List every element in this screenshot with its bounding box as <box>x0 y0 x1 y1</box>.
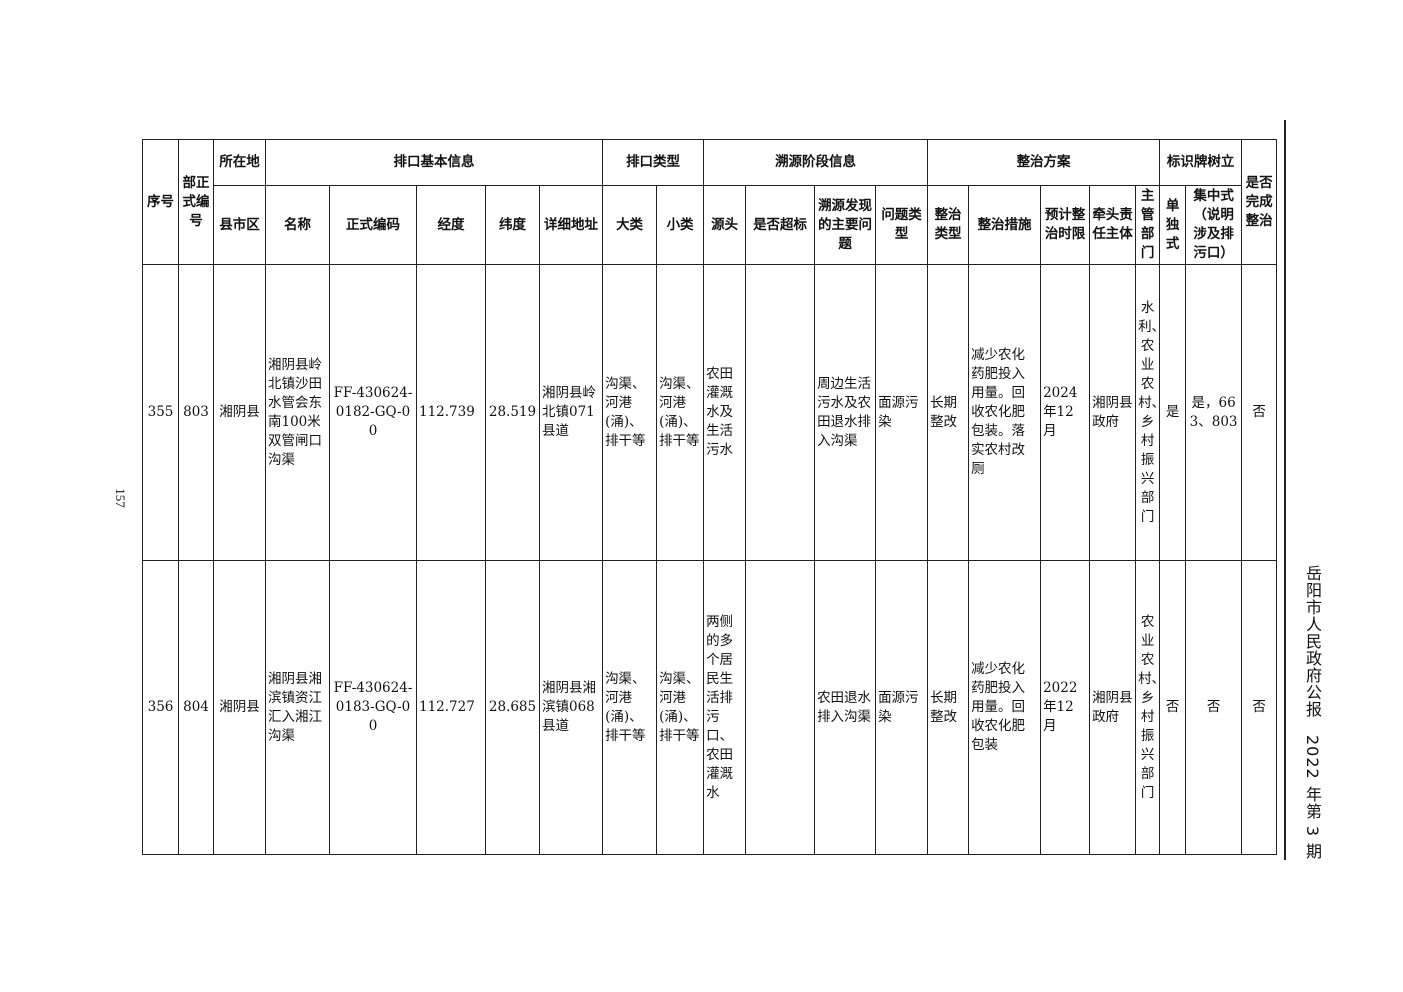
column-group-header: 标识牌树立 <box>1159 139 1243 186</box>
table-cell: 否 <box>1159 560 1187 855</box>
table-cell: FF-430624-0183-GQ-00 <box>329 560 417 855</box>
table-cell: 湘阴县 <box>213 264 266 561</box>
column-group-header: 是否完成整治 <box>1241 139 1278 265</box>
column-header: 名称 <box>265 185 330 265</box>
table-row: 355 803 湘阴县 湘阴县岭北镇沙田水管会东南100米双管闸口沟渠 FF-43062… <box>142 264 1278 561</box>
sewage-outlet-table: 序号 部正式编号 所在地 排口基本信息 排口类型 溯源阶段信息 整治方案 标识牌树立 是否完成整… <box>142 139 1278 855</box>
column-header: 详细地址 <box>538 185 604 265</box>
table-cell: 农田退水排入沟渠 <box>814 560 877 855</box>
column-header: 溯源发现的主要问题 <box>814 185 877 265</box>
table-cell: 长期整改 <box>927 264 970 561</box>
column-header: 主管部门 <box>1135 185 1161 265</box>
table-cell: 湘阴县政府 <box>1089 264 1137 561</box>
column-header: 正式编码 <box>329 185 417 265</box>
column-group-header: 序号 <box>142 139 179 265</box>
table-cell: 沟渠、河港(涌)、排干等 <box>656 264 705 561</box>
margin-rule <box>1284 120 1286 860</box>
table-cell: 湘阴县湘滨镇068县道 <box>538 560 604 855</box>
table-cell: 湘阴县 <box>213 560 266 855</box>
table-cell <box>745 560 816 855</box>
column-group-header: 所在地 <box>213 139 266 186</box>
table-cell: 面源污染 <box>875 560 929 855</box>
table-cell: 减少农化药肥投入用量。回收农化肥包装。落实农村改厕 <box>968 264 1042 561</box>
column-header: 大类 <box>602 185 658 265</box>
table-cell: 是 <box>1159 264 1187 561</box>
table-cell: 28.519 <box>485 264 540 561</box>
column-header: 经度 <box>416 185 486 265</box>
table-cell: 湘阴县湘滨镇资江汇入湘江沟渠 <box>265 560 330 855</box>
table-cell: 沟渠、河港(涌)、排干等 <box>656 560 705 855</box>
column-header: 县市区 <box>213 185 266 265</box>
column-group-header: 部正式编号 <box>178 139 214 265</box>
table-cell: 农业农村、乡村振兴部门 <box>1135 560 1165 855</box>
table-cell: 湘阴县岭北镇沙田水管会东南100米双管闸口沟渠 <box>265 264 330 561</box>
table-cell: 沟渠、河港(涌)、排干等 <box>602 560 658 855</box>
header-row-group: 序号 部正式编号 所在地 排口基本信息 排口类型 溯源阶段信息 整治方案 标识牌树立 是否完成整… <box>142 139 1278 265</box>
table-cell: 356 <box>142 560 179 855</box>
column-group-header: 排口基本信息 <box>264 139 604 186</box>
table-cell: 水利、农业农村、乡村振兴部门 <box>1135 264 1165 561</box>
journal-title: 岳阳市人民政府公报 2022 年第 3 期 <box>1303 565 1322 861</box>
table-row: 356 804 湘阴县 湘阴县湘滨镇资江汇入湘江沟渠 FF-430624-0183-GQ… <box>142 560 1278 855</box>
column-header: 集中式（说明涉及排污口） <box>1185 185 1243 265</box>
column-header: 源头 <box>703 185 747 265</box>
table-cell: 减少农化药肥投入用量。回收农化肥包装 <box>968 560 1042 855</box>
table-cell: 面源污染 <box>875 264 929 561</box>
table-cell: 28.685 <box>485 560 540 855</box>
table-cell: 355 <box>142 264 179 561</box>
table-cell: 两侧的多个居民生活排污口、农田灌溉水 <box>703 560 747 855</box>
column-header: 小类 <box>656 185 705 265</box>
column-header: 整治类型 <box>927 185 970 265</box>
table-cell: 2022年12月 <box>1040 560 1091 855</box>
table-cell: 湘阴县岭北镇071县道 <box>538 264 604 561</box>
column-header: 纬度 <box>485 185 540 265</box>
table-cell: 否 <box>1241 264 1278 561</box>
table-cell: FF-430624-0182-GQ-00 <box>329 264 417 561</box>
column-header: 单独式 <box>1159 185 1187 265</box>
column-header: 整治措施 <box>968 185 1042 265</box>
table-cell: 湘阴县政府 <box>1089 560 1137 855</box>
page-number: 157 <box>112 488 128 508</box>
table-cell <box>745 264 816 561</box>
column-group-header: 整治方案 <box>927 139 1161 186</box>
column-header: 预计整治时限 <box>1040 185 1091 265</box>
table-cell: 周边生活污水及农田退水排入沟渠 <box>814 264 877 561</box>
table-cell: 否 <box>1241 560 1278 855</box>
table-cell: 803 <box>178 264 214 561</box>
table-cell: 否 <box>1185 560 1243 855</box>
column-header: 问题类型 <box>875 185 929 265</box>
column-group-header: 排口类型 <box>602 139 705 186</box>
column-group-header: 溯源阶段信息 <box>703 139 929 186</box>
table-cell: 2024年12月 <box>1040 264 1091 561</box>
table-cell: 是，663、803 <box>1185 264 1243 561</box>
table-cell: 沟渠、河港(涌)、排干等 <box>602 264 658 561</box>
column-header: 是否超标 <box>745 185 816 265</box>
table-cell: 农田灌溉水及生活污水 <box>703 264 747 561</box>
column-header: 牵头责任主体 <box>1089 185 1137 265</box>
table-cell: 长期整改 <box>927 560 970 855</box>
table-cell: 112.739 <box>416 264 486 561</box>
table-cell: 112.727 <box>416 560 486 855</box>
table-cell: 804 <box>178 560 214 855</box>
header-row-columns: 县市区 名称 正式编码 经度 纬度 详细地址 大类 小类 源头 是否超标 溯源发现的主要问题 问题类型… <box>143 185 1277 265</box>
